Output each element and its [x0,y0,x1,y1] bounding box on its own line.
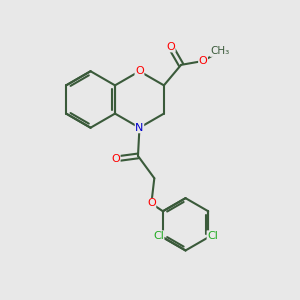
Text: Cl: Cl [153,231,164,241]
Text: O: O [199,56,207,66]
Text: Cl: Cl [207,231,218,241]
Text: O: O [147,199,156,208]
Text: N: N [135,123,144,133]
Text: CH₃: CH₃ [210,46,230,56]
Text: O: O [166,42,175,52]
Text: O: O [135,66,144,76]
Text: O: O [111,154,120,164]
